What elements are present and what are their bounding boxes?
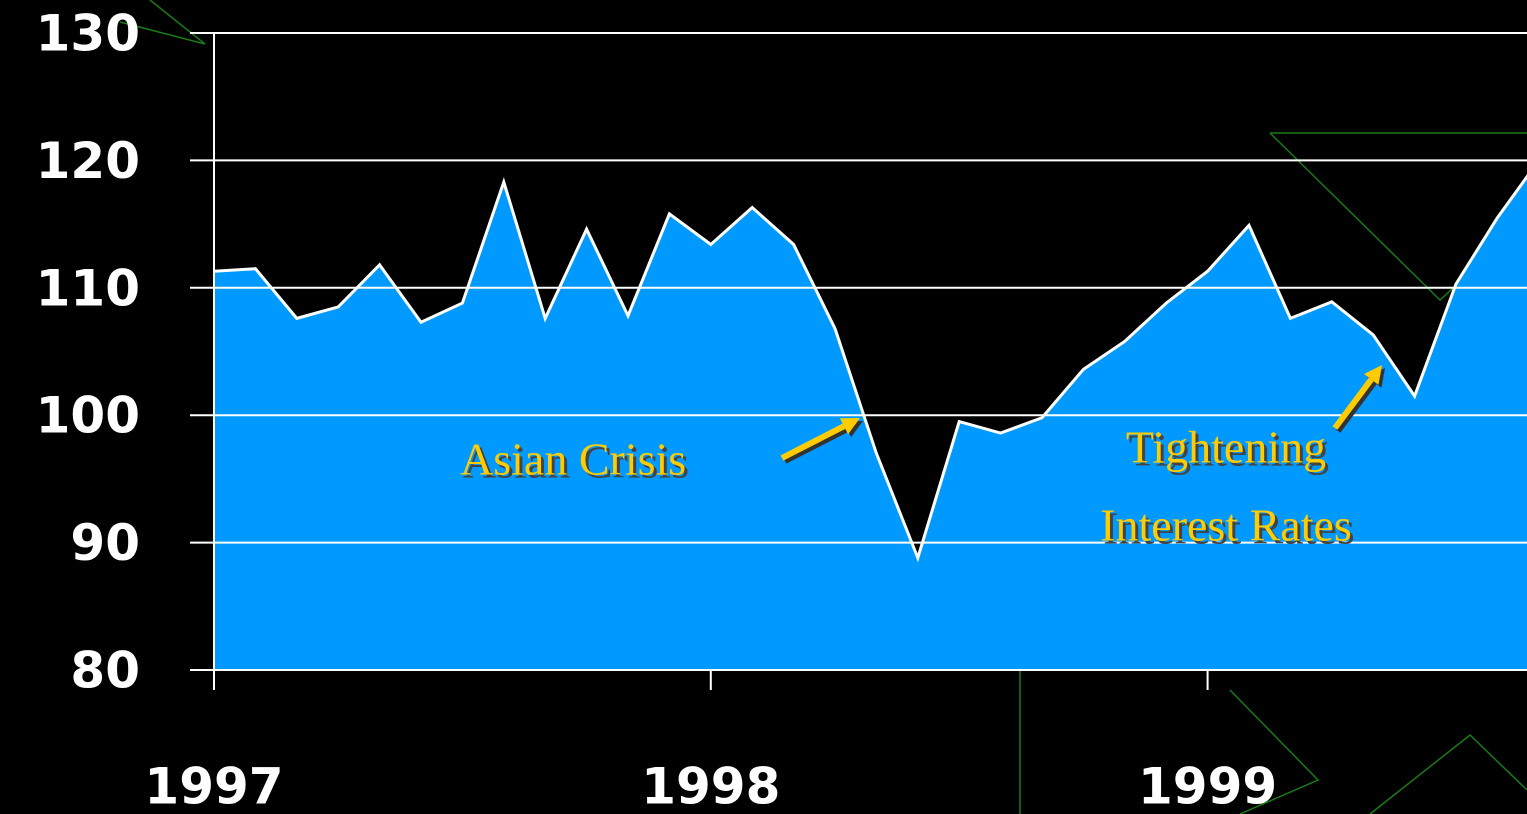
- y-tick-label: 80: [70, 642, 140, 700]
- x-tick-label: 1999: [1138, 758, 1277, 814]
- annotation-shadow: Interest Rates: [1103, 503, 1355, 554]
- decor-line: [119, 21, 206, 45]
- arrow: [1332, 377, 1374, 430]
- arrow: [780, 423, 846, 461]
- area: [214, 176, 1527, 670]
- y-tick-label: 90: [70, 514, 140, 572]
- annotation: Tightening: [1126, 422, 1326, 473]
- decor-line: [1369, 734, 1527, 814]
- arrow-shadow: [1335, 380, 1377, 433]
- annotation-shadow: Tightening: [1129, 425, 1329, 476]
- area-outline: [213, 174, 1527, 563]
- y-tick-label: 100: [36, 387, 140, 445]
- arrow-head: [839, 418, 860, 435]
- arrow-shadow: [783, 426, 849, 464]
- x-tick-label: 1998: [641, 758, 780, 814]
- x-tick-label: 1997: [144, 758, 283, 814]
- y-tick-label: 120: [36, 132, 140, 190]
- y-tick-label: 130: [36, 5, 140, 63]
- annotation: Interest Rates: [1100, 500, 1352, 551]
- arrow-head: [1364, 365, 1382, 385]
- y-tick-label: 110: [36, 259, 140, 317]
- decor-line: [149, 0, 206, 45]
- annotation-shadow: Asian Crisis: [463, 437, 689, 488]
- annotation: Asian Crisis: [460, 434, 686, 485]
- decor-line: [1229, 689, 1320, 814]
